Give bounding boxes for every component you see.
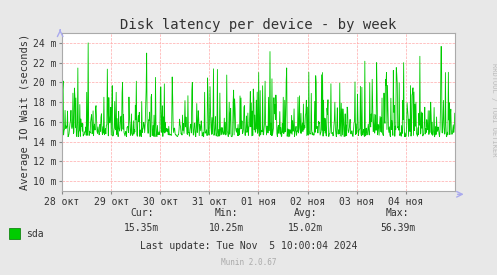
- Text: 15.02m: 15.02m: [288, 223, 323, 233]
- Y-axis label: Average IO Wait (seconds): Average IO Wait (seconds): [20, 34, 30, 190]
- Text: 10.25m: 10.25m: [209, 223, 244, 233]
- Title: Disk latency per device - by week: Disk latency per device - by week: [120, 18, 397, 32]
- Text: Avg:: Avg:: [294, 208, 318, 218]
- Text: Cur:: Cur:: [130, 208, 154, 218]
- Text: sda: sda: [26, 229, 43, 239]
- Text: Last update: Tue Nov  5 10:00:04 2024: Last update: Tue Nov 5 10:00:04 2024: [140, 241, 357, 251]
- Text: 15.35m: 15.35m: [124, 223, 159, 233]
- Text: Min:: Min:: [214, 208, 238, 218]
- Text: RRDTOOL / TOBI OETIKER: RRDTOOL / TOBI OETIKER: [491, 63, 497, 157]
- Text: 56.39m: 56.39m: [380, 223, 415, 233]
- Text: Max:: Max:: [386, 208, 410, 218]
- Text: Munin 2.0.67: Munin 2.0.67: [221, 258, 276, 267]
